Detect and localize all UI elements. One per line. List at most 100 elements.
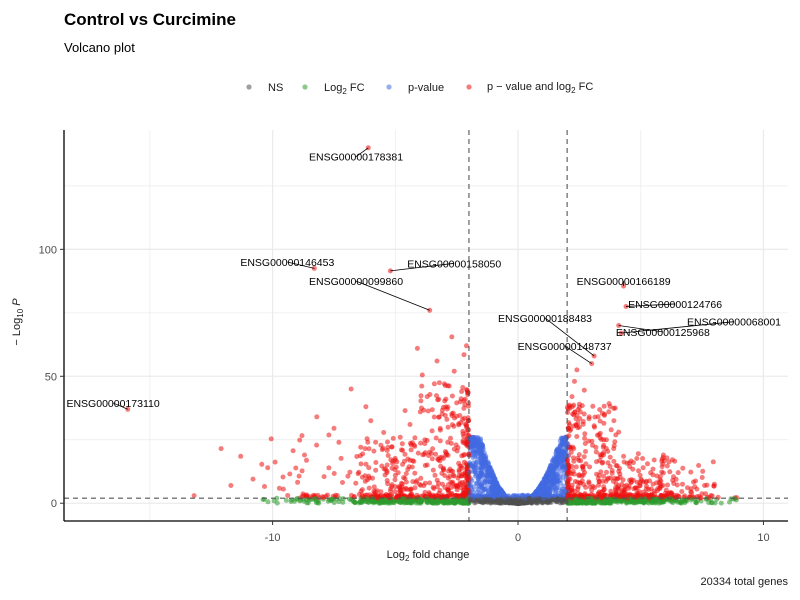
data-point	[364, 477, 370, 483]
gene-label-connector	[564, 345, 592, 364]
data-point	[489, 483, 495, 489]
data-point	[565, 425, 571, 431]
data-point	[338, 455, 344, 461]
data-point	[575, 455, 581, 461]
data-point	[442, 473, 448, 479]
data-point	[274, 495, 280, 501]
data-point	[348, 386, 354, 392]
data-point	[597, 458, 603, 464]
data-point	[403, 471, 409, 477]
data-point	[392, 489, 398, 495]
data-point	[320, 495, 326, 500]
data-point	[381, 430, 387, 435]
data-point	[407, 422, 413, 427]
data-point	[581, 411, 587, 417]
data-point	[699, 475, 705, 480]
data-point	[606, 409, 612, 415]
data-point	[445, 482, 451, 488]
data-point	[574, 367, 580, 373]
data-point	[612, 439, 618, 445]
data-point	[325, 498, 331, 504]
data-point	[590, 403, 596, 409]
data-point	[492, 476, 498, 482]
data-point	[400, 496, 406, 502]
gene-label-connector	[287, 261, 315, 269]
data-point	[659, 456, 665, 462]
data-point	[706, 500, 712, 506]
data-point	[406, 464, 412, 470]
data-point	[579, 473, 585, 479]
data-point	[587, 464, 593, 470]
data-point	[359, 474, 365, 480]
data-point	[577, 416, 583, 422]
data-point	[558, 451, 564, 457]
data-point	[545, 478, 551, 484]
data-point	[603, 437, 609, 443]
data-point	[444, 500, 450, 506]
data-point	[354, 454, 360, 459]
data-point	[461, 405, 467, 411]
data-point	[582, 435, 588, 441]
data-point	[301, 493, 307, 498]
data-point	[645, 461, 650, 467]
data-point	[502, 494, 508, 500]
data-point	[443, 396, 449, 402]
data-point	[659, 498, 665, 504]
data-point	[650, 466, 656, 472]
data-point	[611, 446, 617, 452]
data-point	[436, 414, 442, 420]
data-point	[637, 472, 643, 478]
data-point	[447, 466, 453, 472]
data-point	[539, 479, 545, 485]
data-point	[445, 487, 451, 493]
data-point	[250, 476, 256, 482]
data-point	[667, 469, 673, 475]
data-point	[373, 467, 379, 473]
data-point	[462, 402, 468, 407]
data-point	[274, 500, 280, 506]
data-point	[399, 481, 405, 487]
data-point	[353, 480, 359, 486]
gene-label: ENSG00000178381	[309, 152, 403, 164]
data-point	[419, 372, 425, 378]
data-point	[596, 482, 602, 488]
data-point	[448, 440, 454, 446]
data-point	[616, 468, 622, 474]
gene-label: ENSG00000166189	[577, 276, 671, 288]
data-point	[415, 450, 421, 456]
data-point	[392, 457, 398, 463]
data-point	[599, 452, 605, 458]
data-point	[408, 440, 413, 446]
data-point	[575, 484, 581, 490]
data-point	[647, 478, 653, 484]
data-point	[364, 436, 370, 442]
data-point	[613, 485, 618, 491]
data-point	[495, 499, 501, 505]
data-point	[411, 458, 417, 464]
y-axis-title: − Log10 P	[11, 298, 25, 346]
data-point	[665, 482, 670, 488]
data-point	[456, 421, 462, 427]
data-point	[486, 468, 492, 474]
data-point	[553, 469, 559, 475]
gene-label: ENSG00000146453	[240, 257, 334, 269]
data-point	[316, 500, 322, 506]
data-point	[356, 500, 362, 506]
data-point	[460, 439, 466, 445]
data-point	[288, 499, 294, 504]
data-point	[576, 401, 582, 407]
data-point	[568, 449, 574, 455]
data-point	[558, 468, 564, 474]
data-point	[429, 456, 435, 462]
data-point	[569, 488, 575, 494]
data-point	[461, 434, 467, 439]
data-point	[569, 394, 575, 400]
grid	[64, 130, 788, 521]
data-point	[591, 423, 597, 429]
data-point	[451, 446, 457, 452]
data-point	[581, 454, 587, 460]
data-point	[570, 411, 576, 417]
data-point	[479, 451, 485, 457]
data-point	[387, 500, 393, 506]
